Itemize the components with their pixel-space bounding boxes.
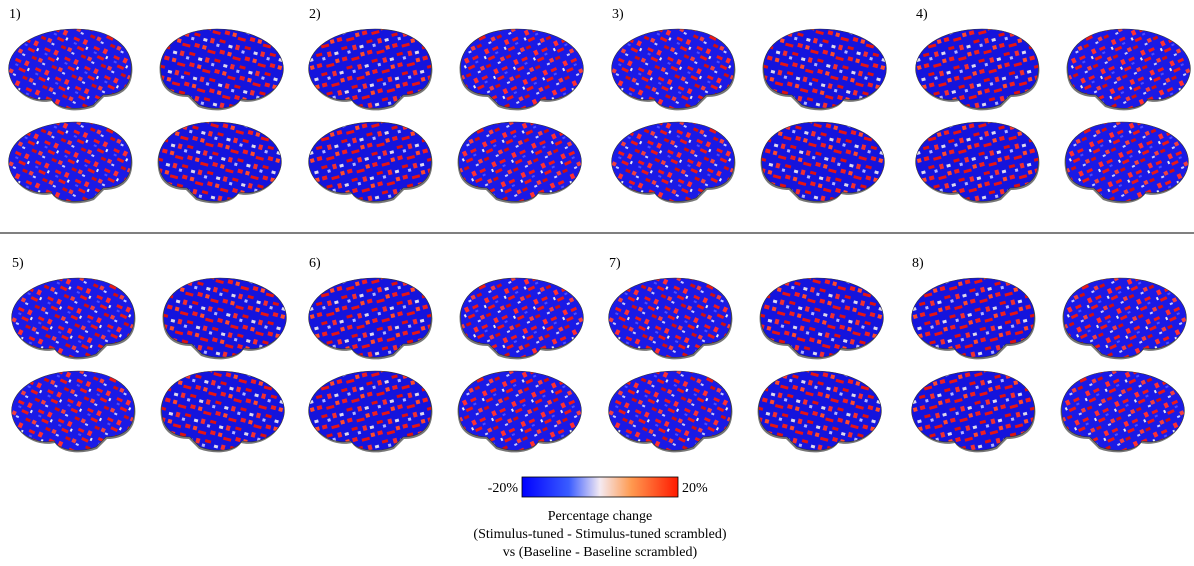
brain-surface (457, 370, 582, 453)
brain-surface (160, 370, 285, 453)
panel: 6) (308, 256, 584, 453)
panel-label: 7) (609, 256, 621, 271)
brain-surface (459, 277, 584, 360)
panel-label: 2) (309, 7, 321, 22)
brain-surface (457, 121, 582, 204)
panel: 5) (11, 256, 287, 453)
panel: 3) (611, 7, 887, 204)
panel-label: 3) (612, 7, 624, 22)
brain-surface (162, 277, 287, 360)
panel: 2) (308, 7, 584, 204)
panel: 7) (608, 256, 884, 453)
brain-surface (608, 370, 733, 453)
panel: 8) (911, 256, 1187, 453)
brain-surface (611, 121, 736, 204)
brain-surface (1064, 121, 1189, 204)
brain-surface (8, 28, 133, 111)
brain-surface (915, 121, 1040, 204)
caption-line: vs (Baseline - Baseline scrambled) (503, 545, 698, 560)
brain-surface (159, 28, 284, 111)
brain-surface (911, 277, 1036, 360)
brain-surface (1062, 277, 1187, 360)
brain-surface (308, 121, 433, 204)
panel-label: 1) (9, 7, 21, 22)
brain-surface (308, 277, 433, 360)
panels: 1) 2) 3) 4) 5) 6) 7) 8) (8, 7, 1191, 453)
brain-surface (611, 28, 736, 111)
panel-label: 6) (309, 256, 321, 271)
brain-surface (11, 370, 136, 453)
panel: 1) (8, 7, 284, 204)
colorbar-max-label: 20% (682, 481, 708, 496)
caption-line: (Stimulus-tuned - Stimulus-tuned scrambl… (473, 527, 726, 542)
panel-label: 5) (12, 256, 24, 271)
colorbar (521, 476, 679, 498)
brain-surface (1060, 370, 1185, 453)
brain-surface (157, 121, 282, 204)
brain-surface (762, 28, 887, 111)
brain-surface (757, 370, 882, 453)
brain-surface (911, 370, 1036, 453)
brain-surface (308, 28, 433, 111)
panel: 4) (915, 7, 1191, 204)
brain-surface (760, 121, 885, 204)
brain-surface (1066, 28, 1191, 111)
caption-line: Percentage change (548, 509, 653, 524)
brain-surface (11, 277, 136, 360)
colorbar-min-label: -20% (488, 481, 519, 496)
brain-surface (759, 277, 884, 360)
brain-surface (8, 121, 133, 204)
brain-surface (915, 28, 1040, 111)
panel-label: 4) (916, 7, 928, 22)
panel-label: 8) (912, 256, 924, 271)
brain-surface (608, 277, 733, 360)
brain-surface (308, 370, 433, 453)
brain-surface (459, 28, 584, 111)
